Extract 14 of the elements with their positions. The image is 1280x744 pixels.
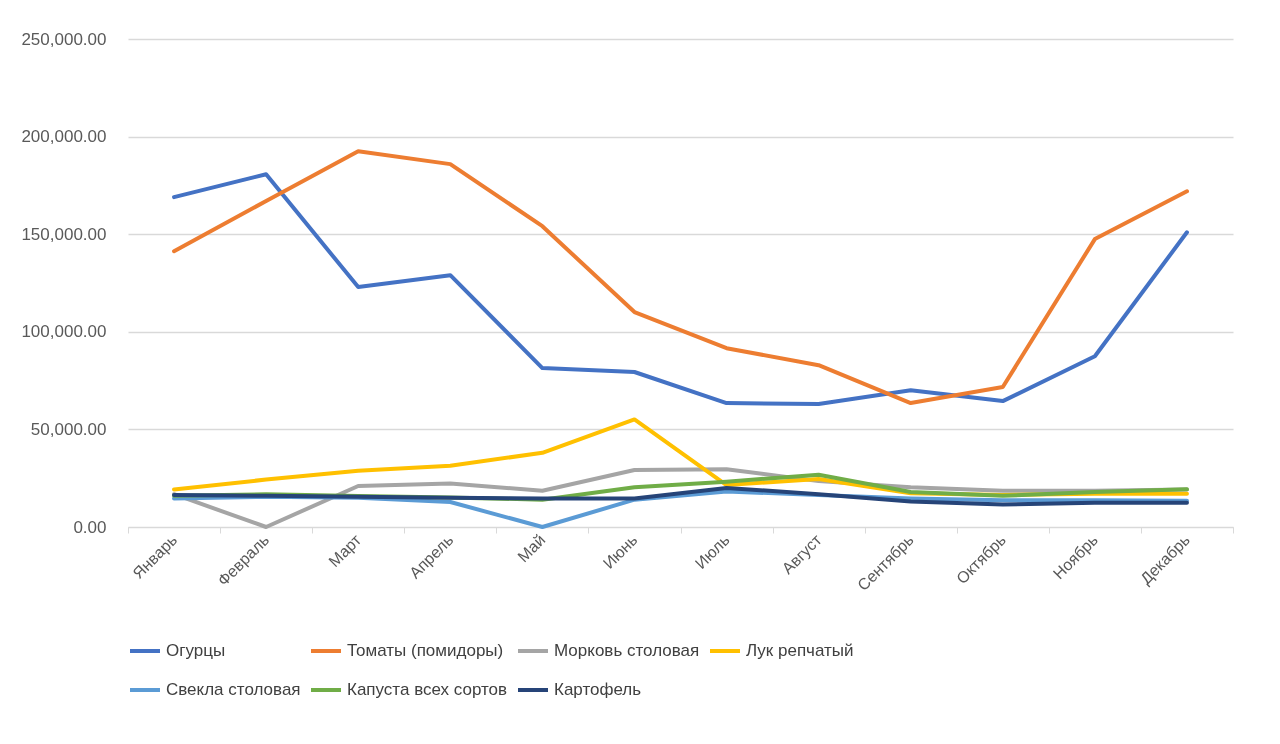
legend-label: Лук репчатый xyxy=(746,641,854,660)
y-tick-label: 250,000.00 xyxy=(21,29,107,49)
legend-label: Огурцы xyxy=(166,641,226,660)
y-tick-label: 100,000.00 xyxy=(21,322,107,342)
y-tick-label: 50,000.00 xyxy=(30,419,107,439)
legend-label: Морковь столовая xyxy=(554,641,700,660)
legend-label: Капуста всех сортов xyxy=(347,680,508,699)
line-series xyxy=(172,485,1189,507)
y-tick-label: 200,000.00 xyxy=(21,127,107,147)
legend-label: Томаты (помидоры) xyxy=(347,641,504,660)
y-tick-label: 150,000.00 xyxy=(21,224,107,244)
y-tick-label: 0.00 xyxy=(73,517,107,537)
legend-label: Картофель xyxy=(554,680,642,699)
legend-label: Свекла столовая xyxy=(166,680,301,699)
